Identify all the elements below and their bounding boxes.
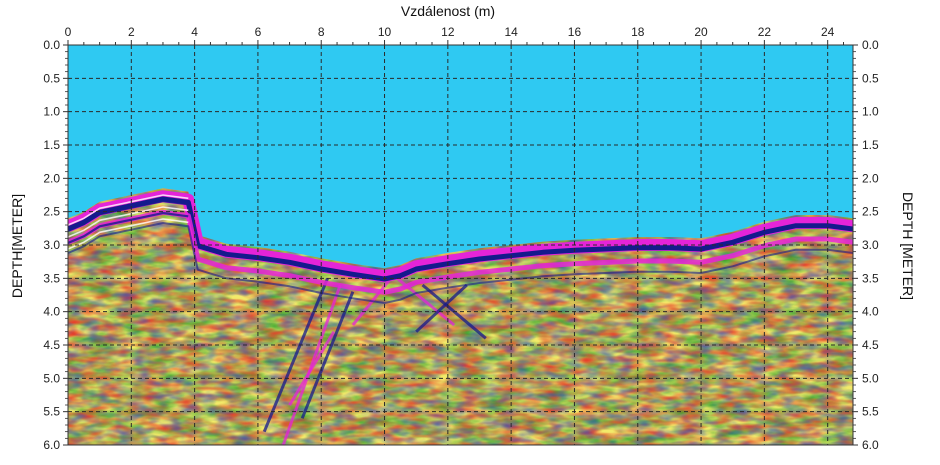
y-tick-label-right: 1.5 bbox=[862, 138, 879, 152]
x-tick-label: 16 bbox=[568, 25, 582, 39]
y-tick-label-right: 1.0 bbox=[862, 105, 879, 119]
y-tick-label-left: 0.5 bbox=[43, 71, 60, 85]
x-tick-label: 2 bbox=[128, 25, 135, 39]
block-stripe bbox=[68, 206, 189, 238]
x-axis-title: Vzdálenost (m) bbox=[401, 3, 495, 19]
x-axis-ticks: 0 2 4 6 8 10 12 14 16 18 20 22 24 bbox=[65, 25, 845, 45]
x-tick-label: 6 bbox=[255, 25, 262, 39]
texture-streak bbox=[288, 330, 336, 406]
y-tick-label-left: 2.5 bbox=[43, 205, 60, 219]
x-tick-label: 14 bbox=[504, 25, 518, 39]
block-stripe bbox=[68, 194, 189, 226]
y-tick-label-left: 6.0 bbox=[43, 438, 60, 452]
y-tick-label-right: 3.0 bbox=[862, 238, 879, 252]
y-tick-label-left: 0.0 bbox=[43, 38, 60, 52]
x-tick-label: 20 bbox=[694, 25, 708, 39]
block-stripe bbox=[68, 211, 189, 245]
y-axis-left-ticks: 0.0 0.5 1.0 1.5 2.0 2.5 3.0 3.5 4.0 4.5 5.0 5.5 6.0 bbox=[43, 38, 68, 452]
y-tick-label-right: 2.5 bbox=[862, 205, 879, 219]
x-tick-label: 0 bbox=[65, 25, 72, 39]
x-tick-label: 8 bbox=[318, 25, 325, 39]
grid-lines bbox=[68, 45, 853, 445]
block-stripe bbox=[68, 218, 189, 250]
y-tick-label-left: 3.5 bbox=[43, 271, 60, 285]
y-tick-label-right: 2.0 bbox=[862, 171, 879, 185]
plot-area bbox=[68, 45, 853, 445]
texture-streak bbox=[262, 277, 329, 433]
reflector-dark-line bbox=[68, 196, 853, 282]
y-tick-label-left: 4.5 bbox=[43, 338, 60, 352]
y-tick-label-right: 4.0 bbox=[862, 305, 879, 319]
y-axis-right-ticks: 0.0 0.5 1.0 1.5 2.0 2.5 3.0 3.5 4.0 4.5 5.0 5.5 6.0 bbox=[853, 38, 879, 452]
y-tick-label-right: 0.0 bbox=[862, 38, 879, 52]
x-tick-label: 24 bbox=[821, 25, 835, 39]
y-tick-label-right: 0.5 bbox=[862, 71, 879, 85]
reflector-dark-lower bbox=[68, 222, 853, 304]
x-tick-label: 18 bbox=[631, 25, 645, 39]
y-tick-label-left: 3.0 bbox=[43, 238, 60, 252]
y-tick-label-right: 5.5 bbox=[862, 405, 879, 419]
y-tick-label-left: 1.5 bbox=[43, 138, 60, 152]
x-tick-label: 10 bbox=[378, 25, 392, 39]
x-tick-label: 12 bbox=[441, 25, 455, 39]
y-tick-label-right: 5.0 bbox=[862, 371, 879, 385]
y-tick-label-left: 5.5 bbox=[43, 405, 60, 419]
y-axis-left-title: DEPTH[METER] bbox=[9, 194, 25, 298]
y-tick-label-right: 6.0 bbox=[862, 438, 879, 452]
block-stripe bbox=[68, 199, 189, 233]
texture-streak bbox=[300, 291, 355, 419]
x-tick-label: 4 bbox=[191, 25, 198, 39]
y-tick-label-left: 2.0 bbox=[43, 171, 60, 185]
surface-reflector bbox=[68, 190, 853, 304]
y-tick-label-right: 3.5 bbox=[862, 271, 879, 285]
y-axis-right-title: DEPTH [METER] bbox=[900, 192, 916, 300]
texture-streak bbox=[415, 283, 468, 333]
y-tick-label-left: 1.0 bbox=[43, 105, 60, 119]
x-tick-label: 22 bbox=[758, 25, 772, 39]
y-tick-label-left: 5.0 bbox=[43, 371, 60, 385]
y-tick-label-left: 4.0 bbox=[43, 305, 60, 319]
y-tick-label-right: 4.5 bbox=[862, 338, 879, 352]
